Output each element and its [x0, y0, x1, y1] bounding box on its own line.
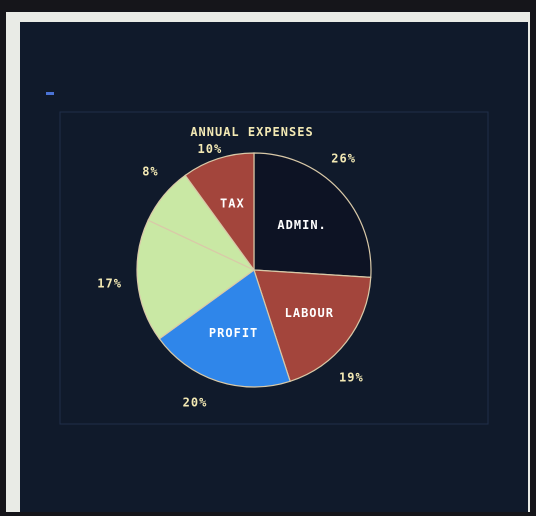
percentage-label: 26% — [331, 152, 356, 166]
chart-title: ANNUAL EXPENSES — [190, 125, 313, 139]
percentage-label: 17% — [97, 277, 122, 291]
percentage-labels: 26% 19% 20% 17% 8% 10% — [97, 142, 364, 410]
slice-label: ADMIN. — [277, 218, 326, 232]
plot-border — [59, 111, 489, 425]
pie-slice — [253, 269, 372, 383]
slice-label: TAX — [220, 196, 245, 210]
pie-slices — [136, 152, 372, 388]
pie-slice — [253, 152, 372, 278]
pie-slice — [184, 152, 255, 272]
percentage-label: 8% — [142, 164, 158, 178]
percentage-label: 20% — [183, 395, 208, 409]
cursor-mark — [46, 92, 54, 95]
pie-slice — [158, 269, 291, 388]
slice-label: PROFIT — [209, 326, 258, 340]
percentage-label: 19% — [339, 370, 364, 384]
slice-labels: ADMIN. LABOUR PROFIT TAX — [209, 196, 334, 340]
percentage-label: 10% — [198, 142, 223, 156]
pie-slice — [136, 219, 256, 340]
slice-label: LABOUR — [285, 306, 334, 320]
